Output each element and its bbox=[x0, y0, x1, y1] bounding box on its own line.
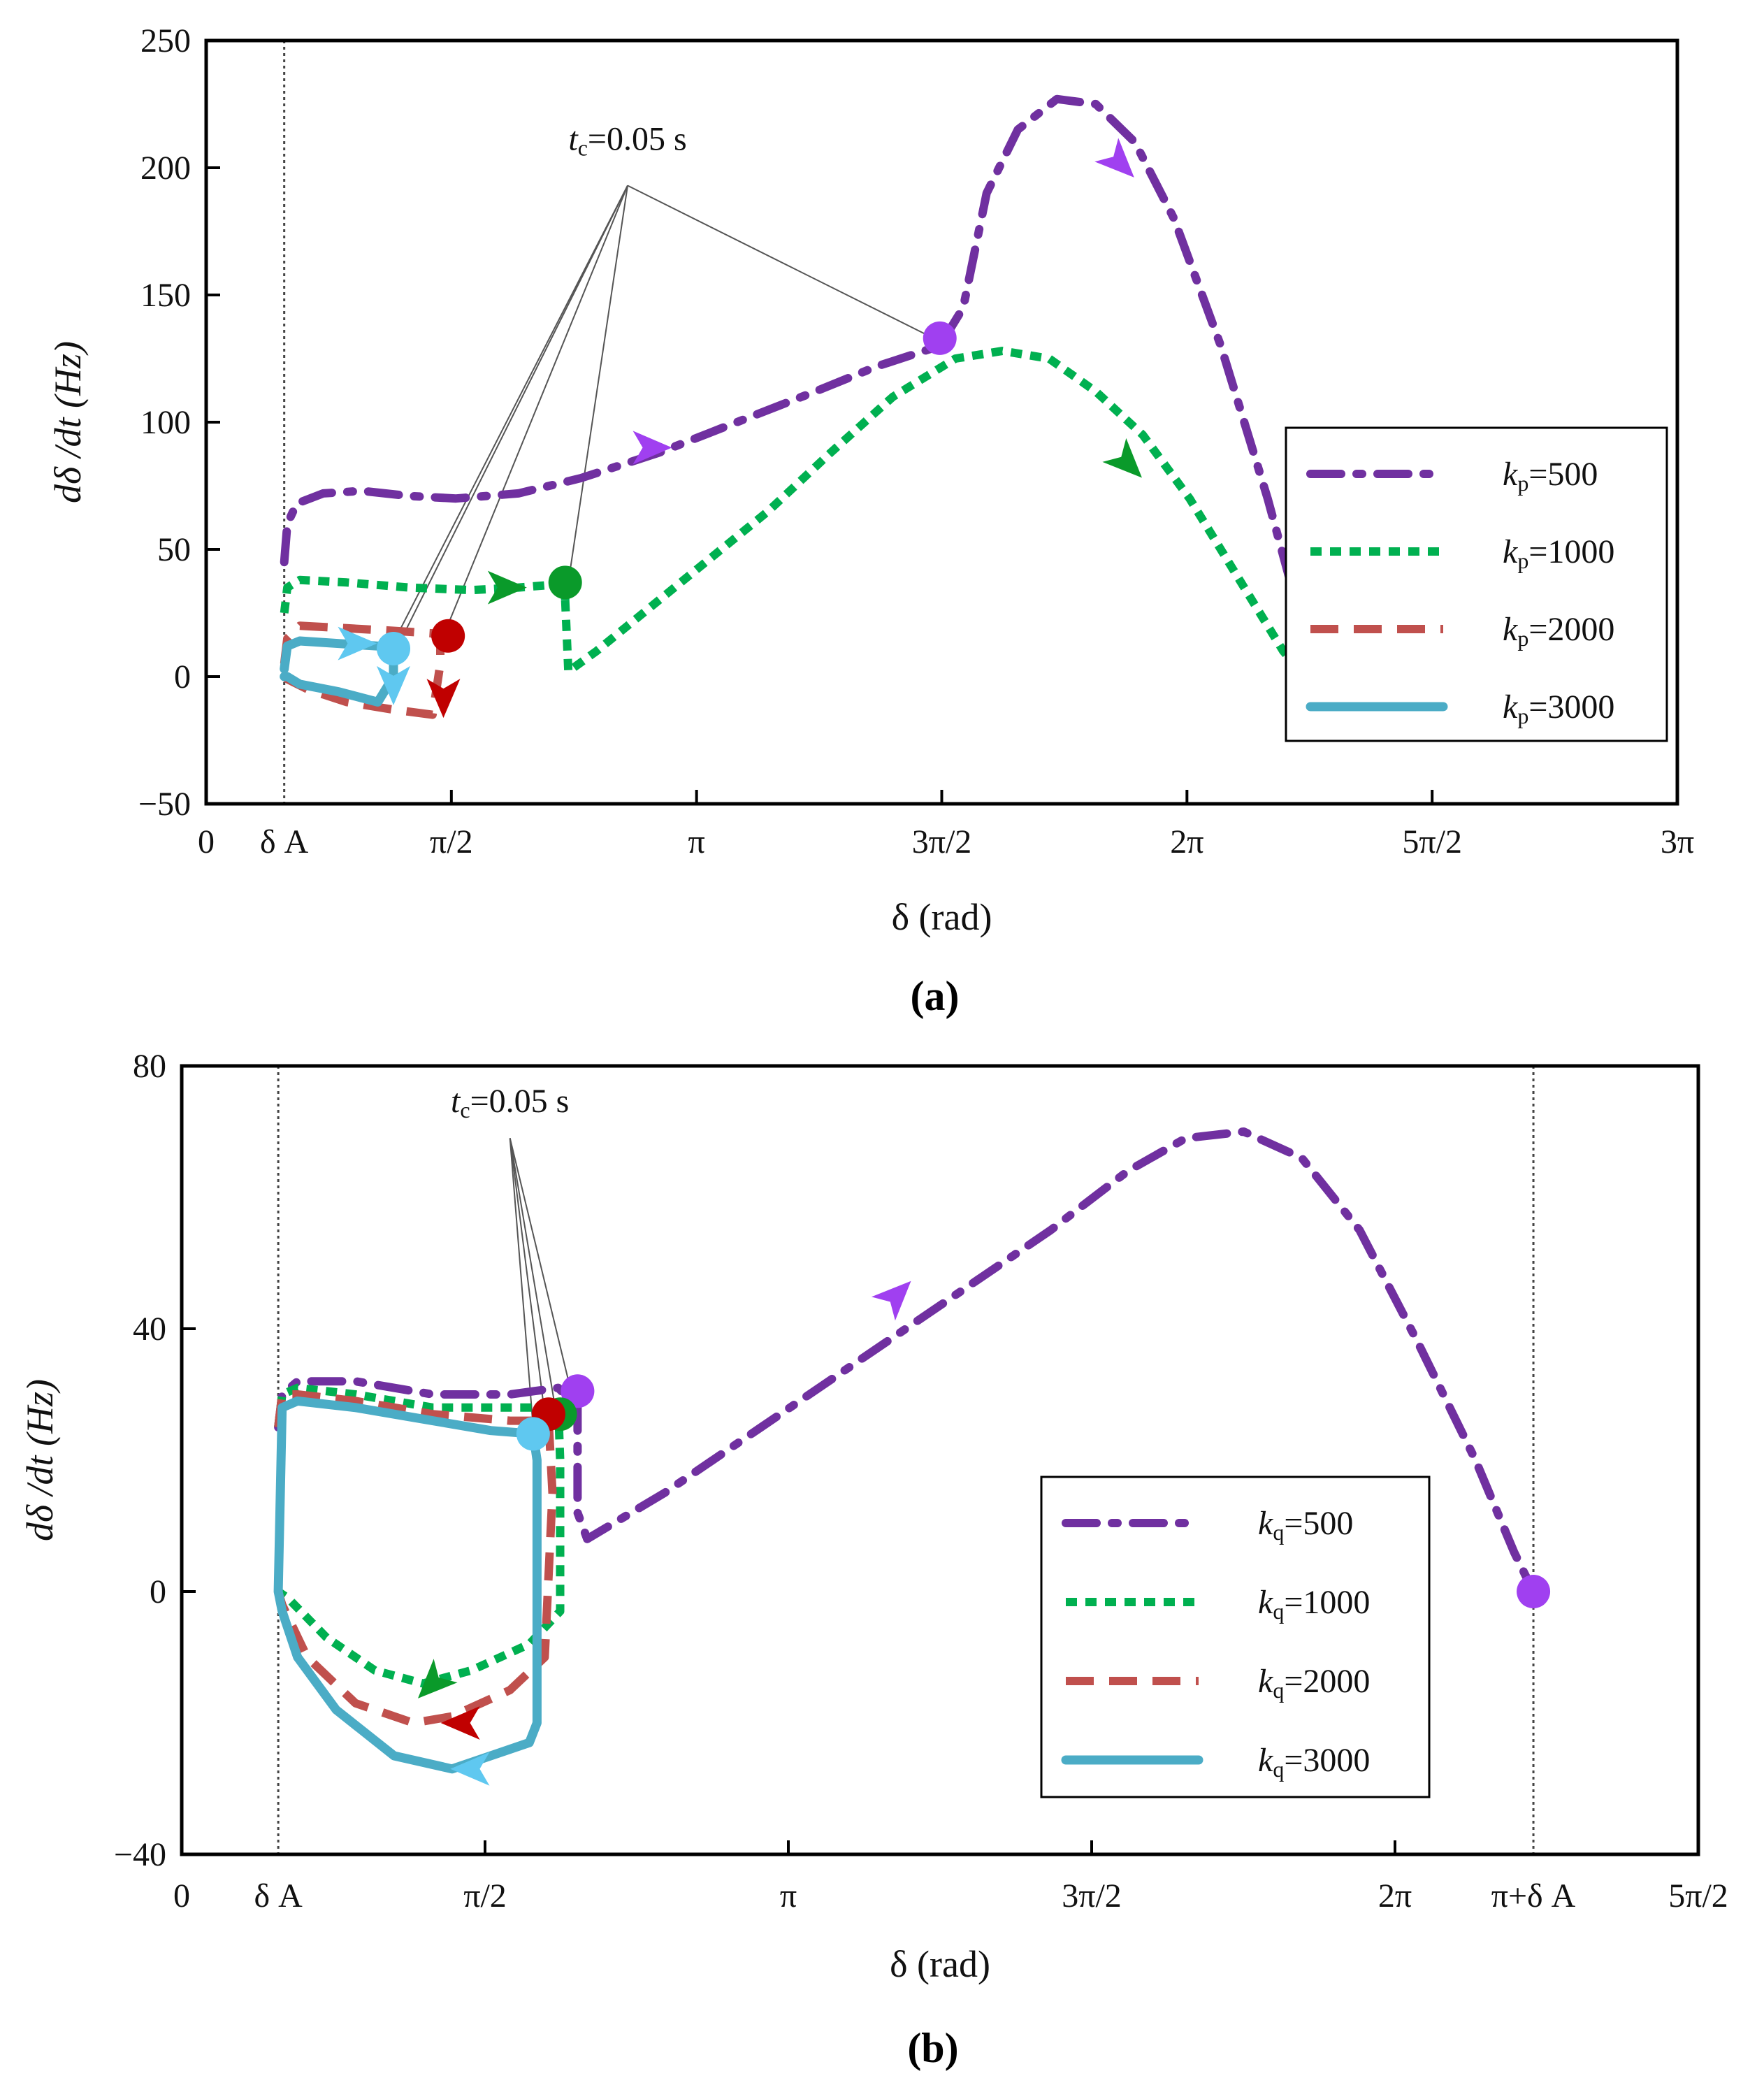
legend-label: kp=500 bbox=[1503, 456, 1598, 496]
direction-arrow bbox=[871, 1281, 911, 1321]
marker-dot bbox=[377, 631, 411, 665]
y-tick-label: −50 bbox=[138, 786, 191, 823]
annotation-tc: tc=0.05 s bbox=[568, 121, 686, 161]
legend-box bbox=[1285, 426, 1668, 742]
x-tick-label: π/2 bbox=[430, 823, 473, 860]
x-tick-label: 3π/2 bbox=[912, 823, 972, 860]
leader-line bbox=[396, 185, 628, 649]
direction-arrow bbox=[1102, 438, 1142, 478]
y-tick-label: 0 bbox=[150, 1573, 166, 1610]
x-tick-label: δ A bbox=[260, 823, 309, 860]
y-tick-label: −40 bbox=[114, 1836, 166, 1873]
leader-line bbox=[509, 1138, 534, 1428]
legend-box bbox=[1040, 1476, 1431, 1798]
series-line bbox=[274, 1383, 565, 1688]
marker-dot bbox=[548, 565, 582, 600]
x-tick-label: 5π/2 bbox=[1668, 1877, 1728, 1914]
x-axis-title: δ (rad) bbox=[890, 1943, 990, 1985]
x-tick-label: 3π/2 bbox=[1062, 1877, 1122, 1914]
x-tick-label: δ A bbox=[254, 1877, 303, 1914]
legend: kq=500 kq=1000 kq=2000 kq=3000 bbox=[1040, 1476, 1431, 1798]
x-tick-label: 0 bbox=[173, 1877, 190, 1914]
series-line bbox=[274, 1390, 557, 1727]
direction-arrow bbox=[632, 431, 672, 465]
y-axis-title: dδ /dt (Hz) bbox=[47, 341, 89, 503]
marker-dot bbox=[516, 1417, 550, 1451]
marker-dot bbox=[1517, 1575, 1551, 1608]
direction-arrow bbox=[377, 665, 411, 705]
direction-arrow bbox=[487, 570, 527, 605]
legend-label: kq=1000 bbox=[1258, 1584, 1370, 1624]
panel-label: (a) bbox=[911, 973, 960, 1019]
direction-arrow bbox=[338, 626, 377, 661]
panel-label: (b) bbox=[907, 2025, 958, 2071]
series-line bbox=[274, 1127, 1538, 1596]
legend-label: kp=2000 bbox=[1503, 611, 1614, 651]
leader-line bbox=[627, 185, 934, 339]
plot-frame bbox=[180, 1064, 1700, 1856]
x-tick-label: 3π bbox=[1661, 823, 1694, 860]
direction-arrow bbox=[450, 1752, 490, 1786]
y-tick-label: 0 bbox=[174, 658, 191, 695]
x-tick-label: π+δ A bbox=[1491, 1877, 1576, 1914]
leader-line bbox=[509, 1138, 557, 1415]
x-tick-label: π bbox=[688, 823, 705, 860]
legend-label: kp=3000 bbox=[1503, 688, 1614, 728]
series-line bbox=[280, 94, 1319, 668]
x-axis-title: δ (rad) bbox=[892, 896, 992, 938]
x-tick-label: 5π/2 bbox=[1402, 823, 1462, 860]
series-line bbox=[280, 575, 570, 614]
leader-line bbox=[567, 185, 629, 583]
y-tick-label: 40 bbox=[133, 1311, 166, 1348]
legend-label: kq=2000 bbox=[1258, 1663, 1370, 1703]
x-tick-label: 0 bbox=[198, 823, 215, 860]
legend-label: kq=3000 bbox=[1258, 1742, 1370, 1782]
y-axis-title: dδ /dt (Hz) bbox=[19, 1379, 61, 1541]
legend: kp=500 kp=1000 kp=2000 kp=3000 bbox=[1285, 426, 1668, 742]
x-tick-label: π bbox=[780, 1877, 797, 1914]
series-line bbox=[561, 347, 1302, 676]
annotation-tc: tc=0.05 s bbox=[451, 1083, 569, 1123]
y-tick-label: 50 bbox=[157, 531, 191, 568]
marker-dot bbox=[561, 1374, 595, 1408]
legend-label: kq=500 bbox=[1258, 1505, 1353, 1545]
marker-dot bbox=[431, 619, 465, 653]
leader-line bbox=[442, 185, 628, 637]
x-tick-label: 2π bbox=[1170, 823, 1203, 860]
y-tick-label: 100 bbox=[140, 404, 191, 441]
leader-line bbox=[509, 1138, 546, 1415]
leader-line bbox=[389, 185, 628, 649]
y-tick-label: 200 bbox=[140, 150, 191, 187]
direction-arrow bbox=[440, 1706, 480, 1740]
x-tick-label: π/2 bbox=[463, 1877, 507, 1914]
y-tick-label: 80 bbox=[133, 1048, 166, 1085]
leader-line bbox=[509, 1138, 573, 1395]
series-line bbox=[280, 621, 444, 719]
y-tick-label: 150 bbox=[140, 277, 191, 314]
series-line bbox=[273, 1396, 542, 1774]
legend-label: kp=1000 bbox=[1503, 533, 1614, 573]
direction-arrow bbox=[417, 1659, 458, 1698]
direction-arrow bbox=[1094, 138, 1134, 178]
y-tick-label: 250 bbox=[140, 22, 191, 59]
direction-arrow bbox=[426, 679, 461, 719]
marker-dot bbox=[923, 321, 957, 355]
x-tick-label: 2π bbox=[1378, 1877, 1412, 1914]
